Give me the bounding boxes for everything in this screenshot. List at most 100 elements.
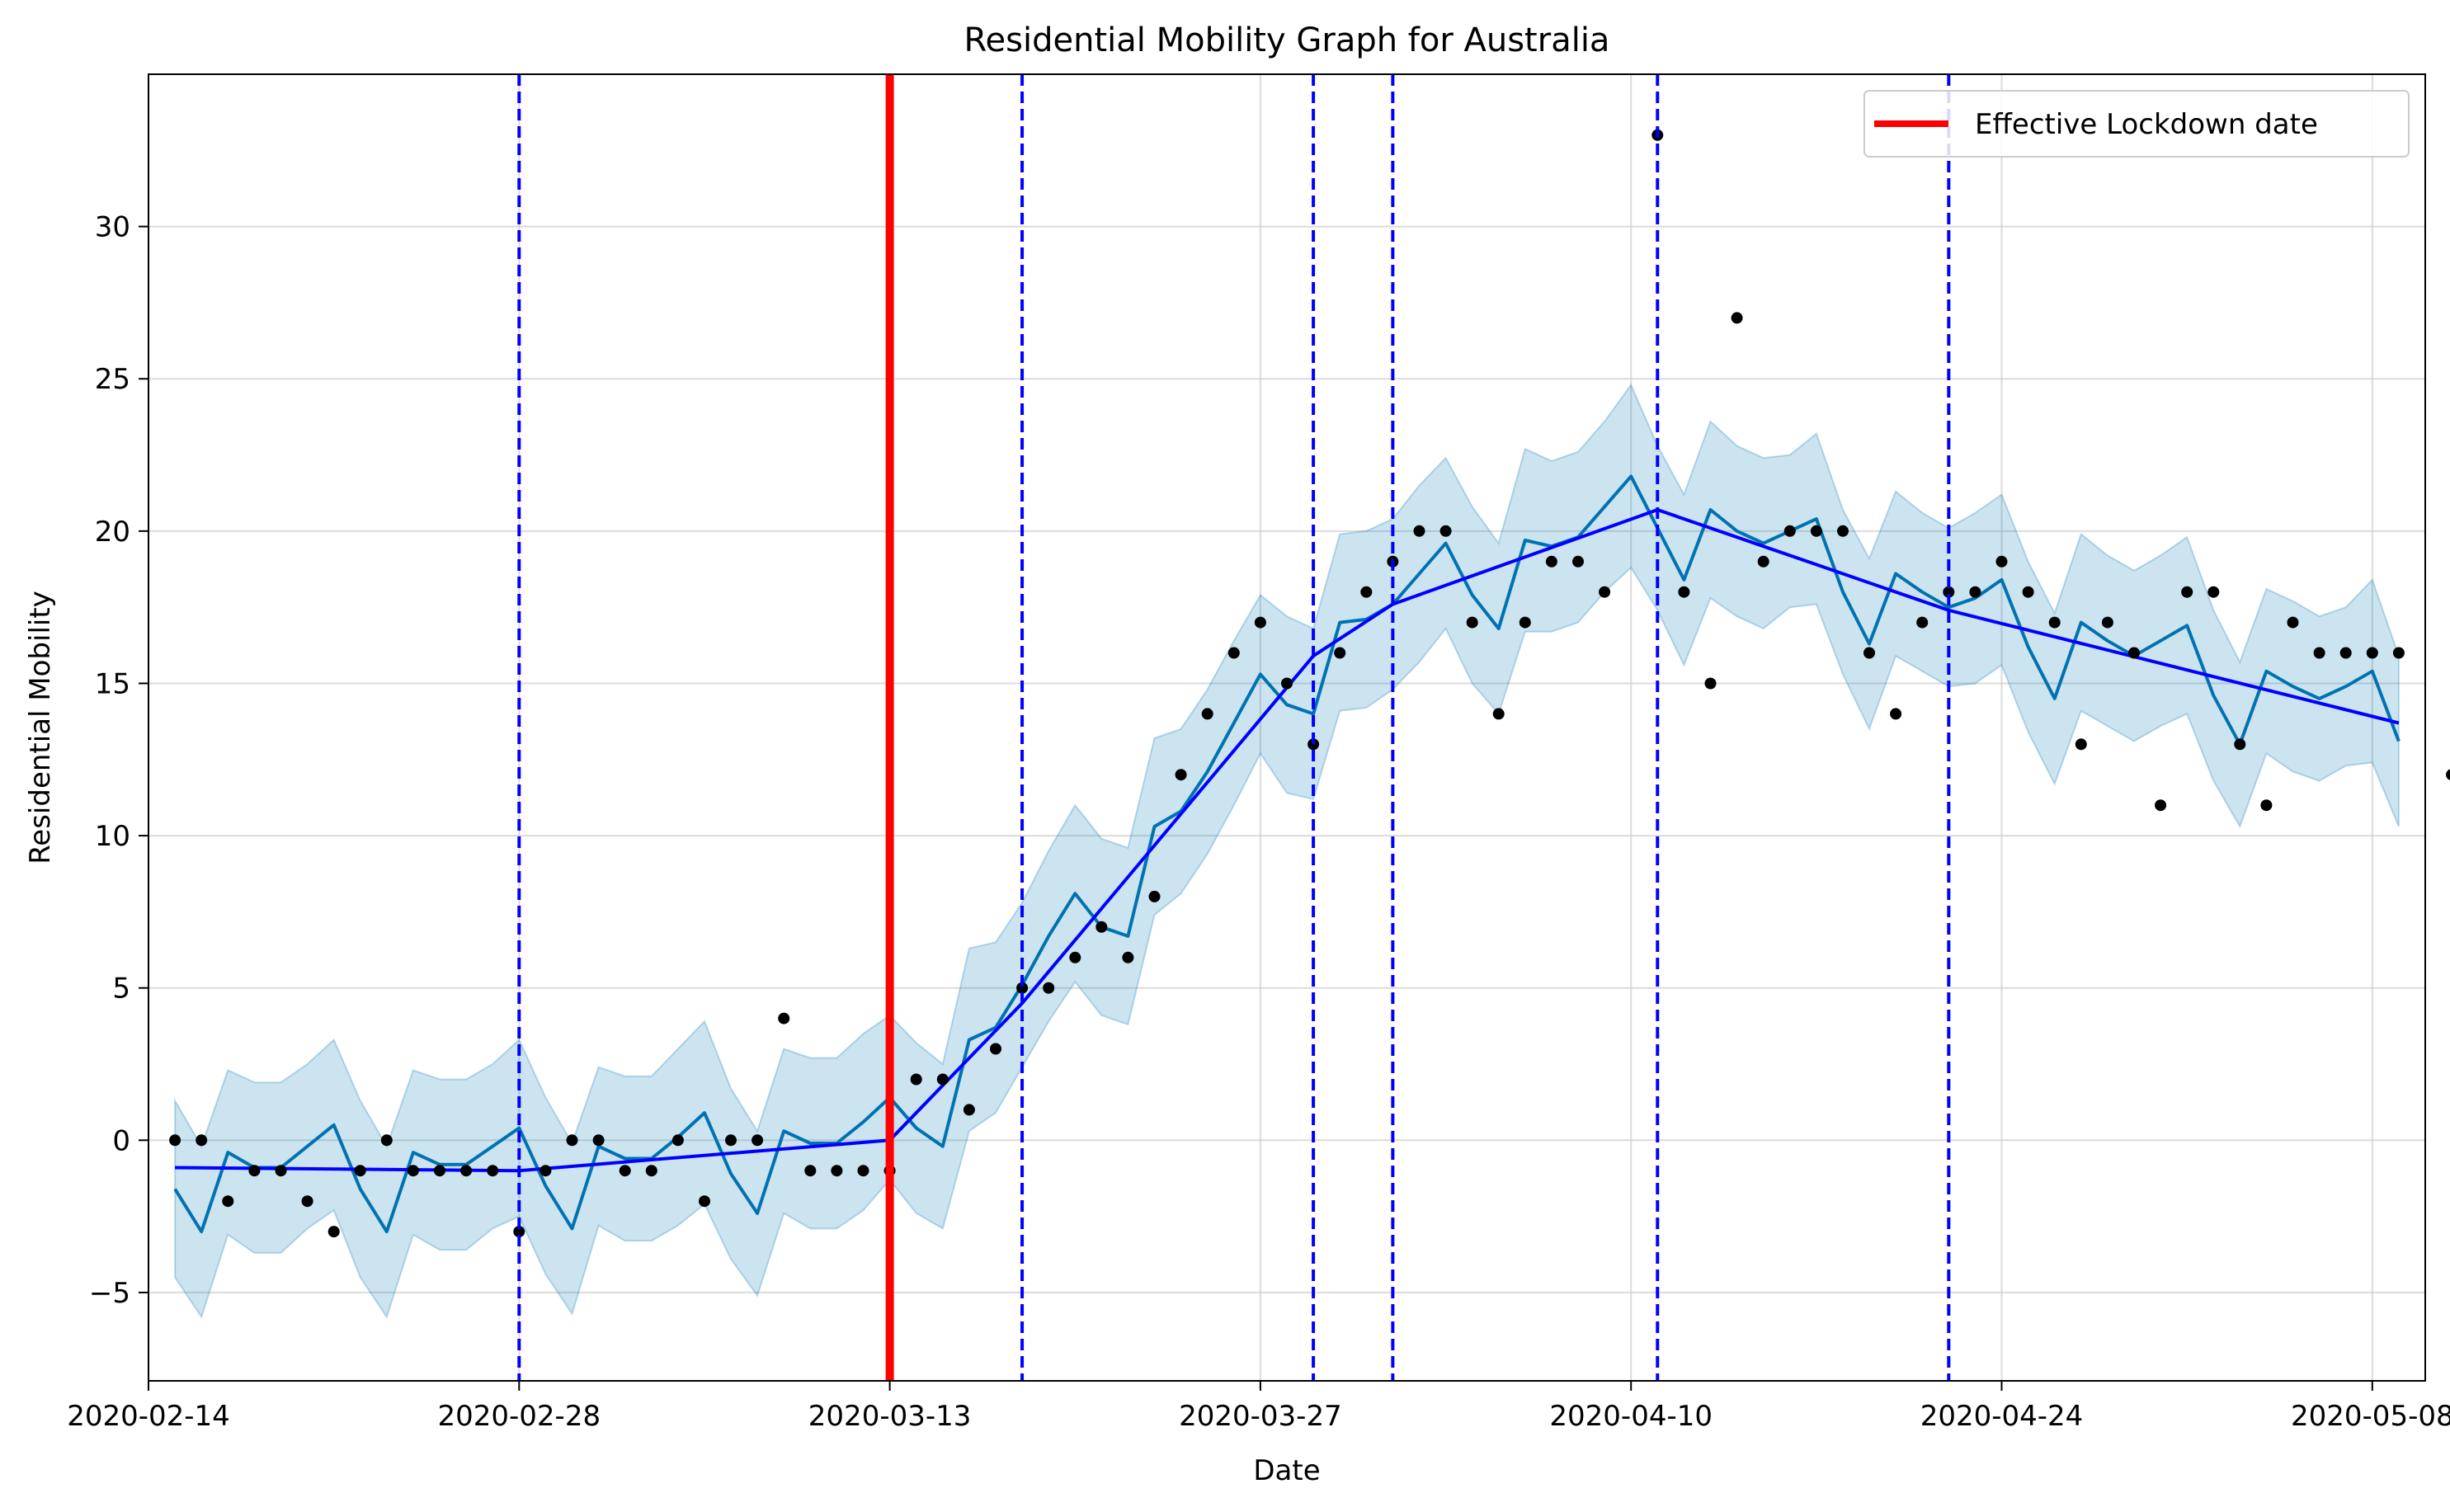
observed-point bbox=[1281, 677, 1293, 690]
observed-point bbox=[1201, 708, 1213, 720]
axis-ticks: 2020-02-14 2020-02-28 2020-03-13 2020-03-27… bbox=[67, 211, 2450, 1433]
observed-point bbox=[2313, 647, 2325, 659]
uncertainty-interval bbox=[174, 383, 2400, 1319]
x-tick-label: 2020-03-13 bbox=[808, 1400, 972, 1433]
observed-point bbox=[2446, 769, 2450, 780]
event-lines bbox=[517, 74, 1951, 1381]
observed-point bbox=[1545, 555, 1557, 568]
x-axis-label: Date bbox=[1253, 1454, 1320, 1487]
observed-point bbox=[222, 1195, 234, 1208]
observed-point bbox=[1916, 616, 1929, 629]
observed-point bbox=[1757, 555, 1769, 568]
observed-point bbox=[380, 1134, 393, 1147]
observed-point bbox=[539, 1165, 552, 1177]
observed-point bbox=[248, 1165, 261, 1177]
x-tick-label: 2020-04-24 bbox=[1920, 1400, 2084, 1433]
observed-point bbox=[566, 1134, 578, 1147]
observed-point bbox=[671, 1134, 684, 1147]
y-tick-label: 5 bbox=[112, 973, 130, 1006]
observed-point bbox=[275, 1165, 287, 1177]
observed-point bbox=[2022, 586, 2034, 598]
x-tick-label: 2020-04-10 bbox=[1549, 1400, 1713, 1433]
plot-frame bbox=[148, 73, 2426, 1382]
observed-point bbox=[990, 1043, 1001, 1055]
x-tick-label: 2020-03-27 bbox=[1179, 1400, 1342, 1433]
observed-point bbox=[1069, 951, 1081, 963]
observed-point bbox=[460, 1165, 473, 1177]
observed-point bbox=[1519, 616, 1531, 629]
observed-point bbox=[1095, 921, 1108, 933]
observed-point bbox=[327, 1226, 340, 1238]
observed-point bbox=[1943, 586, 1955, 598]
observed-point bbox=[1254, 616, 1266, 629]
observed-point bbox=[831, 1165, 843, 1177]
observed-point bbox=[2048, 616, 2061, 629]
observed-point bbox=[2339, 647, 2352, 659]
legend-box bbox=[1863, 90, 2410, 158]
observed-point bbox=[751, 1134, 764, 1147]
observed-point bbox=[778, 1012, 790, 1024]
observed-point bbox=[1704, 677, 1717, 690]
observed-point bbox=[1307, 738, 1320, 751]
observed-point bbox=[2101, 616, 2113, 629]
observed-point bbox=[487, 1165, 499, 1177]
observed-point bbox=[169, 1134, 181, 1147]
observed-point bbox=[592, 1134, 605, 1147]
observed-point bbox=[354, 1165, 366, 1177]
observed-point bbox=[407, 1165, 419, 1177]
observed-point bbox=[1492, 708, 1505, 720]
observed-point bbox=[804, 1165, 817, 1177]
observed-point bbox=[645, 1165, 657, 1177]
y-tick-label: 20 bbox=[95, 516, 130, 549]
y-tick-label: −5 bbox=[89, 1277, 130, 1310]
observed-point bbox=[2155, 799, 2167, 812]
observed-point bbox=[2392, 647, 2405, 659]
y-tick-label: 30 bbox=[95, 211, 130, 244]
observed-point bbox=[1969, 586, 1981, 598]
observed-point bbox=[1122, 951, 1134, 963]
observed-point bbox=[1995, 555, 2008, 568]
observed-point bbox=[196, 1134, 208, 1147]
observed-point bbox=[857, 1165, 869, 1177]
observed-point bbox=[1466, 616, 1478, 629]
y-tick-label: 0 bbox=[112, 1124, 130, 1157]
observed-point bbox=[434, 1165, 445, 1177]
observed-point bbox=[1678, 586, 1690, 598]
forecast-line bbox=[173, 474, 2401, 1234]
observed-point bbox=[1175, 769, 1187, 781]
observed-point bbox=[1783, 525, 1796, 537]
observed-point bbox=[301, 1195, 313, 1208]
observed-point bbox=[2287, 616, 2299, 629]
observed-point bbox=[2181, 586, 2193, 598]
y-tick-label: 15 bbox=[95, 667, 130, 700]
observed-point bbox=[963, 1104, 975, 1116]
observed-point bbox=[1599, 586, 1611, 598]
observed-point bbox=[1890, 708, 1902, 720]
y-axis-label: Residential Mobility bbox=[24, 591, 57, 864]
y-tick-label: 25 bbox=[95, 363, 130, 396]
forecast-series bbox=[173, 474, 2401, 1234]
observed-point bbox=[1413, 525, 1425, 537]
x-tick-label: 2020-05-08 bbox=[2291, 1400, 2450, 1433]
observed-point bbox=[1863, 647, 1875, 659]
legend-label-lockdown: Effective Lockdown date bbox=[1975, 108, 2318, 141]
observed-point bbox=[2366, 647, 2378, 659]
observed-point bbox=[936, 1073, 949, 1086]
observed-point bbox=[1731, 312, 1743, 324]
observed-point bbox=[1227, 647, 1240, 659]
x-tick-label: 2020-02-28 bbox=[438, 1400, 601, 1433]
observed-point bbox=[1016, 982, 1029, 994]
observed-point bbox=[910, 1073, 922, 1086]
observed-point bbox=[725, 1134, 737, 1147]
observed-point bbox=[1148, 890, 1161, 902]
observed-point bbox=[2234, 738, 2246, 751]
legend: Effective Lockdown date bbox=[1863, 90, 2410, 158]
observed-point bbox=[1810, 525, 1822, 537]
observed-point bbox=[1439, 525, 1452, 537]
observed-point bbox=[699, 1195, 710, 1208]
chart-title: Residential Mobility Graph for Australia bbox=[964, 21, 1610, 59]
observed-point bbox=[2260, 799, 2273, 812]
observed-point bbox=[513, 1226, 525, 1238]
